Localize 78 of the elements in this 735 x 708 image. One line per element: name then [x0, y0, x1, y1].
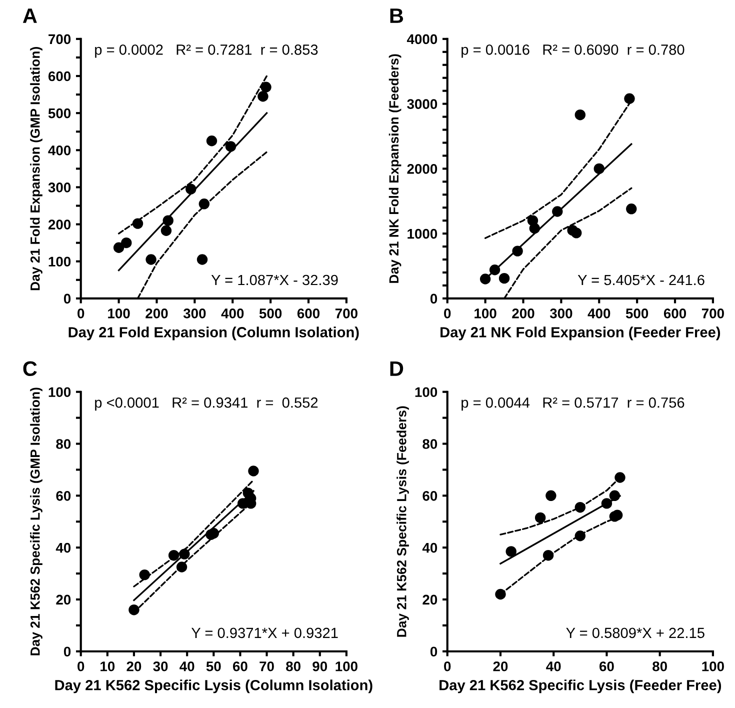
x-tick-label: 100 — [474, 308, 496, 318]
y-tick-label: 600 — [48, 71, 71, 82]
annotation: Y = 5.405*X - 241.6 — [578, 274, 704, 286]
annotation: p = 0.0044 R² = 0.5717 r = 0.756 — [462, 397, 684, 411]
y-tick-label: 40 — [56, 542, 71, 553]
x-axis-title: Day 21 K562 Specific Lysis (Feeder Free) — [440, 680, 722, 694]
y-tick-label: 4000 — [406, 34, 438, 44]
x-tick-label: 700 — [335, 308, 358, 318]
x-tick-label: 60 — [600, 661, 614, 672]
x-tick-label: 80 — [286, 661, 300, 672]
x-tick-label: 90 — [312, 661, 328, 672]
y-axis-title: Day 21 NK Fold Expansion (Feeders) — [388, 54, 402, 283]
x-tick-label: 80 — [652, 661, 667, 672]
x-tick-label: 20 — [493, 661, 508, 672]
y-tick-label: 80 — [422, 439, 438, 449]
y-tick-label: 80 — [56, 439, 71, 449]
x-tick-label: 600 — [297, 308, 320, 318]
x-tick-label: 500 — [259, 308, 282, 318]
y-tick-label: 3000 — [407, 99, 438, 110]
x-tick-label: 0 — [78, 661, 84, 672]
y-tick-label: 60 — [422, 490, 438, 501]
x-axis-title: Day 21 K562 Specific Lysis (Column Isolation) — [55, 680, 372, 694]
y-tick-label: 100 — [48, 387, 71, 398]
x-tick-label: 0 — [444, 661, 451, 672]
x-tick-label: 100 — [702, 661, 724, 672]
y-axis-title: Day 21 K562 Specific Lysis (GMP Isolation) — [30, 388, 42, 656]
x-tick-label: 600 — [664, 308, 686, 318]
y-tick-label: 100 — [48, 256, 71, 267]
x-tick-label: 30 — [153, 661, 168, 672]
annotation: p <0.0001 R² = 0.9341 r = 0.552 — [95, 397, 318, 411]
x-tick-label: 200 — [146, 308, 168, 318]
chart-title: D — [390, 361, 404, 376]
x-tick-label: 60 — [232, 661, 248, 672]
y-tick-label: 60 — [56, 490, 71, 501]
x-tick-label: 200 — [512, 308, 534, 318]
x-axis-title: Day 21 NK Fold Expansion (Feeder Free) — [440, 326, 720, 340]
y-tick-label: 200 — [48, 220, 71, 230]
y-tick-label: 500 — [48, 108, 71, 118]
y-axis-title: Day 21 Fold Expansion (GMP Isolation) — [30, 47, 42, 290]
chart-title: B — [390, 8, 404, 23]
y-tick-label: 400 — [48, 145, 71, 156]
chart-title: A — [22, 8, 37, 23]
x-tick-label: 20 — [126, 661, 142, 672]
chart-title: C — [23, 361, 37, 376]
y-tick-label: 2000 — [407, 164, 438, 174]
y-tick-label: 0 — [430, 646, 438, 657]
x-tick-label: 400 — [221, 308, 244, 318]
x-tick-label: 40 — [180, 661, 194, 672]
x-tick-label: 300 — [550, 308, 572, 318]
y-tick-label: 0 — [64, 646, 71, 657]
annotation: p = 0.0002 R² = 0.7281 r = 0.853 — [95, 44, 318, 58]
x-tick-label: 40 — [546, 661, 561, 672]
x-tick-label: 100 — [336, 661, 358, 672]
x-axis-title: Day 21 Fold Expansion (Column Isolation) — [68, 326, 359, 340]
y-tick-label: 0 — [64, 294, 71, 304]
x-tick-label: 70 — [260, 661, 274, 672]
y-tick-label: 40 — [422, 542, 438, 553]
annotation: Y = 0.5809*X + 22.15 — [566, 628, 704, 638]
x-tick-label: 50 — [206, 661, 221, 672]
x-tick-label: 100 — [108, 308, 130, 318]
y-tick-label: 700 — [48, 34, 71, 44]
x-tick-label: 10 — [100, 661, 115, 672]
x-tick-label: 500 — [626, 308, 648, 318]
y-tick-label: 1000 — [408, 228, 438, 239]
annotation: Y = 1.087*X - 32.39 — [211, 274, 338, 286]
x-tick-label: 700 — [702, 308, 724, 318]
y-tick-label: 20 — [56, 594, 71, 605]
y-tick-label: 0 — [430, 294, 438, 304]
annotation: p = 0.0016 R² = 0.6090 r = 0.780 — [462, 44, 684, 58]
x-tick-label: 400 — [588, 308, 610, 318]
x-tick-label: 300 — [183, 308, 206, 318]
annotation: Y = 0.9371*X + 0.9321 — [191, 628, 338, 638]
y-tick-label: 20 — [422, 594, 438, 605]
x-tick-label: 0 — [78, 308, 84, 318]
y-axis-title: Day 21 K562 Specific Lysis (Feeders) — [396, 406, 409, 637]
y-tick-label: 100 — [415, 387, 438, 398]
x-tick-label: 0 — [444, 308, 451, 318]
y-tick-label: 300 — [48, 182, 71, 192]
